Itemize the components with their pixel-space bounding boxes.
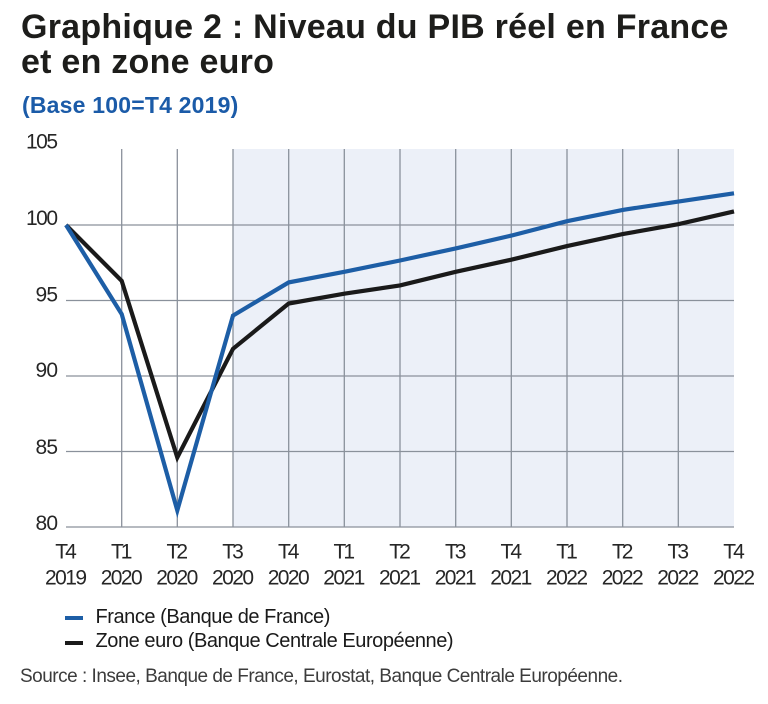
svg-text:T2: T2 — [612, 540, 634, 563]
svg-text:2019: 2019 — [45, 567, 87, 590]
svg-text:2022: 2022 — [546, 567, 588, 590]
svg-text:80: 80 — [36, 512, 59, 535]
svg-text:T1: T1 — [556, 540, 578, 563]
svg-text:2020: 2020 — [101, 567, 143, 590]
svg-text:T4: T4 — [278, 540, 300, 563]
svg-text:T3: T3 — [668, 540, 690, 563]
svg-text:2021: 2021 — [435, 567, 477, 590]
svg-text:2021: 2021 — [323, 567, 365, 590]
svg-text:T1: T1 — [334, 540, 356, 563]
svg-text:2021: 2021 — [379, 567, 421, 590]
svg-text:T3: T3 — [445, 540, 467, 563]
svg-text:T1: T1 — [111, 540, 133, 563]
svg-text:2020: 2020 — [268, 567, 310, 590]
svg-text:2022: 2022 — [657, 567, 699, 590]
svg-text:T4: T4 — [723, 540, 745, 563]
svg-text:90: 90 — [36, 359, 59, 382]
svg-text:2020: 2020 — [156, 567, 198, 590]
svg-text:100: 100 — [26, 207, 58, 230]
svg-text:2020: 2020 — [212, 567, 254, 590]
svg-text:T3: T3 — [222, 540, 244, 563]
svg-text:T4: T4 — [501, 540, 523, 563]
svg-text:2022: 2022 — [713, 567, 755, 590]
svg-text:2022: 2022 — [602, 567, 644, 590]
svg-text:85: 85 — [36, 436, 59, 459]
svg-text:T2: T2 — [389, 540, 411, 563]
svg-text:95: 95 — [36, 284, 59, 307]
svg-text:105: 105 — [26, 131, 58, 154]
svg-text:2021: 2021 — [490, 567, 532, 590]
svg-text:T4: T4 — [55, 540, 77, 563]
svg-text:T2: T2 — [167, 540, 189, 563]
